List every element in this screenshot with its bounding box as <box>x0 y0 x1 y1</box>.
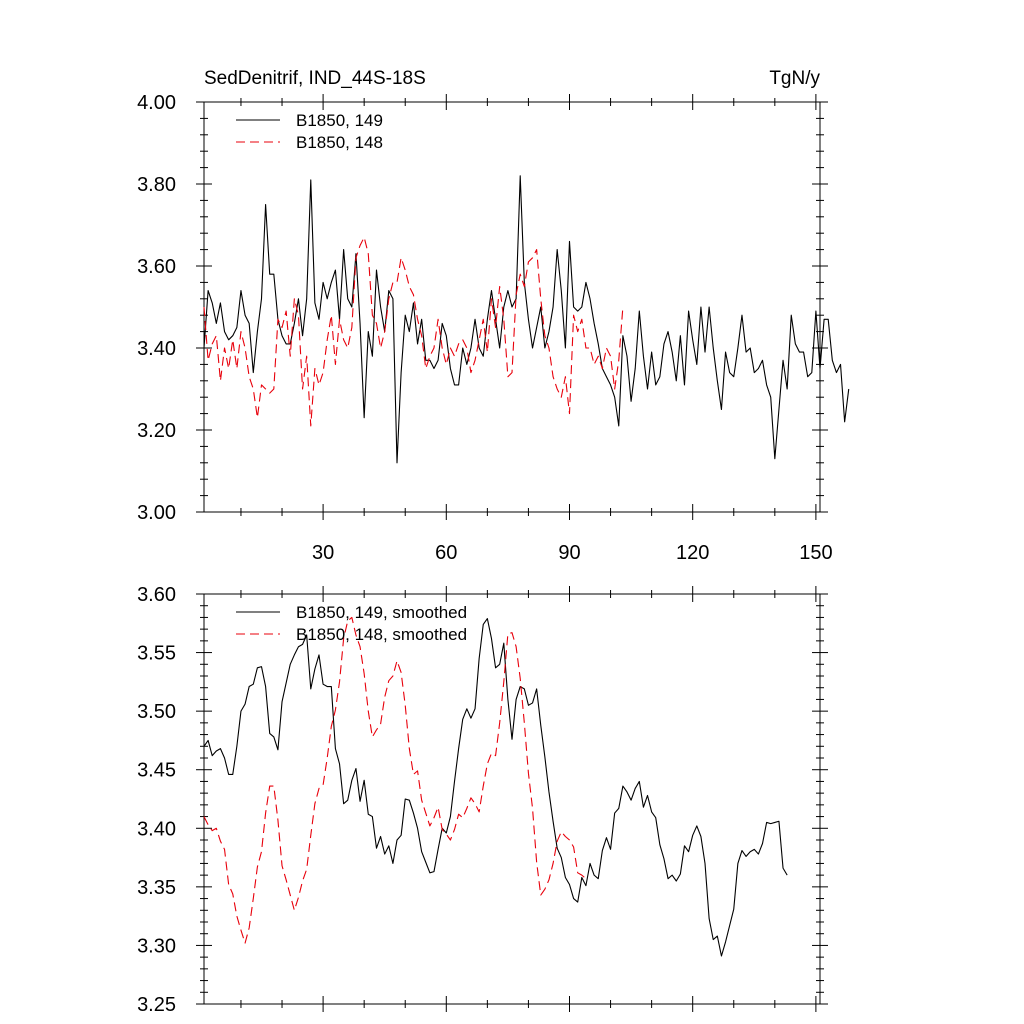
y-tick-label: 3.30 <box>137 935 176 957</box>
bottom-panel: 3.25 3.30 3.35 3.40 3.45 3.50 3.55 3.60 B1850, … <box>137 584 828 1016</box>
y-axis: 3.00 3.20 3.40 3.60 3.80 4.00 <box>137 92 828 524</box>
top-panel: SedDenitrif, IND_44S-18S TgN/y 3.003.203… <box>137 68 850 564</box>
units-label: TgN/y <box>769 68 820 89</box>
x-tick-label: 120 <box>676 542 709 564</box>
y-tick-label: 3.40 <box>137 818 176 840</box>
y-tick-label: 3.40 <box>137 338 176 360</box>
y-tick-label: 3.20 <box>137 420 176 442</box>
series-line-149 <box>203 618 788 957</box>
series-line-148 <box>203 236 624 427</box>
chart-title: SedDenitrif, IND_44S-18S <box>204 68 426 89</box>
y-tick-label: 3.50 <box>137 701 176 723</box>
series-group <box>203 616 788 957</box>
x-axis <box>240 586 817 1012</box>
x-tick-label: 150 <box>799 542 832 564</box>
legend-label-149-smoothed: B1850, 149, smoothed <box>296 603 467 622</box>
legend-label-148: B1850, 148 <box>296 133 383 152</box>
y-tick-label: 3.45 <box>137 760 176 782</box>
y-tick-label: 3.35 <box>137 877 176 899</box>
x-tick-label: 90 <box>558 542 580 564</box>
y-axis: 3.25 3.30 3.35 3.40 3.45 3.50 3.55 3.60 <box>137 584 828 1016</box>
y-tick-label: 3.60 <box>137 584 176 606</box>
y-tick-label: 3.80 <box>137 174 176 196</box>
legend-label-148-smoothed: B1850, 148, smoothed <box>296 625 467 644</box>
y-tick-label: 4.00 <box>137 92 176 114</box>
x-tick-label: 30 <box>312 542 334 564</box>
legend-label-149: B1850, 149 <box>296 111 383 130</box>
legend: B1850, 149, smoothed B1850, 148, smoothe… <box>236 603 467 644</box>
plot-frame <box>203 593 821 1005</box>
legend: B1850, 149 B1850, 148 <box>236 111 383 152</box>
y-tick-label: 3.55 <box>137 643 176 665</box>
series-line-148 <box>203 616 587 944</box>
y-tick-label: 3.60 <box>137 256 176 278</box>
y-tick-label: 3.00 <box>137 502 176 524</box>
series-group <box>203 175 850 464</box>
x-axis: 30 60 90 120 150 <box>240 94 833 564</box>
x-tick-label: 60 <box>435 542 457 564</box>
series-line-149 <box>203 175 850 464</box>
y-tick-label: 3.25 <box>137 994 176 1016</box>
